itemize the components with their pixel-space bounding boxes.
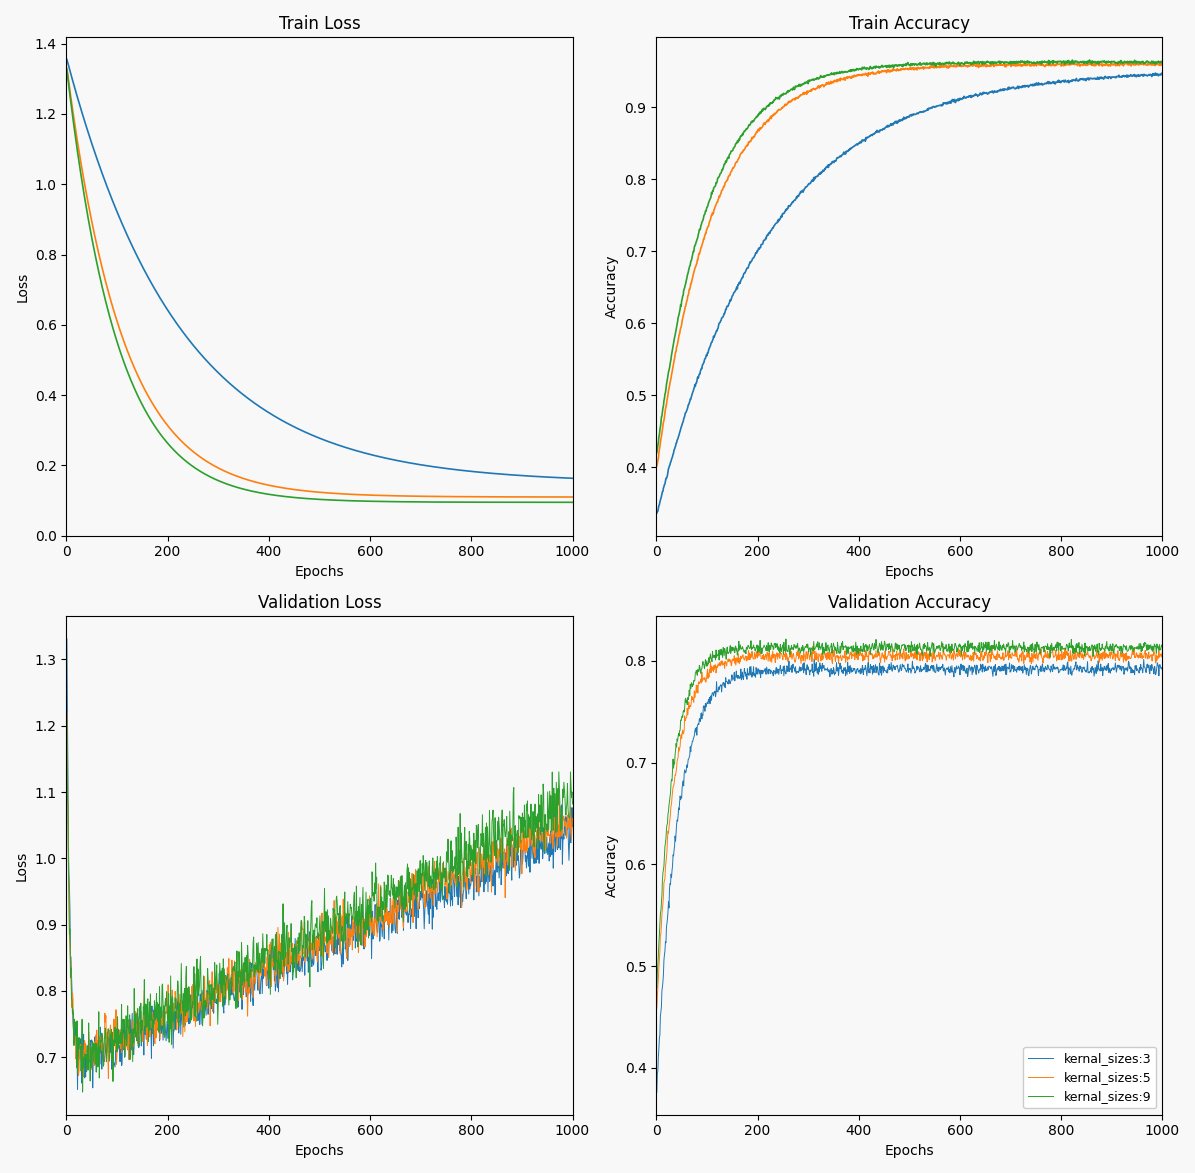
X-axis label: Epochs: Epochs — [295, 565, 344, 579]
kernal_sizes:5 — [805, 639, 820, 653]
kernal_sizes:3 — [1156, 663, 1170, 677]
kernal_sizes:3 — [807, 651, 821, 665]
Title: Validation Accuracy: Validation Accuracy — [828, 594, 991, 612]
X-axis label: Epochs: Epochs — [295, 1144, 344, 1158]
kernal_sizes:9 — [701, 657, 716, 671]
kernal_sizes:9 — [998, 642, 1012, 656]
kernal_sizes:5 — [1054, 647, 1068, 662]
Title: Train Loss: Train Loss — [278, 15, 361, 33]
kernal_sizes:9 — [854, 644, 869, 658]
kernal_sizes:9 — [1044, 636, 1059, 650]
Title: Train Accuracy: Train Accuracy — [848, 15, 970, 33]
Y-axis label: Accuracy: Accuracy — [605, 834, 619, 897]
kernal_sizes:3 — [1054, 663, 1068, 677]
Legend: kernal_sizes:3, kernal_sizes:5, kernal_sizes:9: kernal_sizes:3, kernal_sizes:5, kernal_s… — [1023, 1047, 1157, 1108]
Y-axis label: Loss: Loss — [16, 850, 29, 881]
kernal_sizes:9 — [872, 638, 887, 652]
Title: Validation Loss: Validation Loss — [258, 594, 381, 612]
Y-axis label: Loss: Loss — [16, 271, 29, 301]
Line: kernal_sizes:3: kernal_sizes:3 — [657, 658, 1163, 1092]
Y-axis label: Accuracy: Accuracy — [605, 255, 619, 318]
kernal_sizes:3 — [650, 1085, 664, 1099]
X-axis label: Epochs: Epochs — [884, 565, 934, 579]
kernal_sizes:3 — [998, 659, 1012, 673]
kernal_sizes:5 — [854, 649, 869, 663]
kernal_sizes:5 — [1156, 644, 1170, 658]
kernal_sizes:5 — [650, 1001, 664, 1015]
Line: kernal_sizes:5: kernal_sizes:5 — [657, 646, 1163, 1008]
kernal_sizes:9 — [1156, 638, 1170, 652]
kernal_sizes:3 — [854, 666, 869, 680]
kernal_sizes:3 — [1044, 662, 1059, 676]
kernal_sizes:5 — [872, 652, 887, 666]
kernal_sizes:9 — [779, 632, 793, 646]
Line: kernal_sizes:9: kernal_sizes:9 — [657, 639, 1163, 988]
X-axis label: Epochs: Epochs — [884, 1144, 934, 1158]
kernal_sizes:3 — [872, 660, 887, 674]
kernal_sizes:5 — [1044, 645, 1059, 659]
kernal_sizes:9 — [1054, 644, 1068, 658]
kernal_sizes:5 — [701, 666, 716, 680]
kernal_sizes:9 — [650, 981, 664, 995]
kernal_sizes:3 — [701, 692, 716, 706]
kernal_sizes:5 — [998, 651, 1012, 665]
